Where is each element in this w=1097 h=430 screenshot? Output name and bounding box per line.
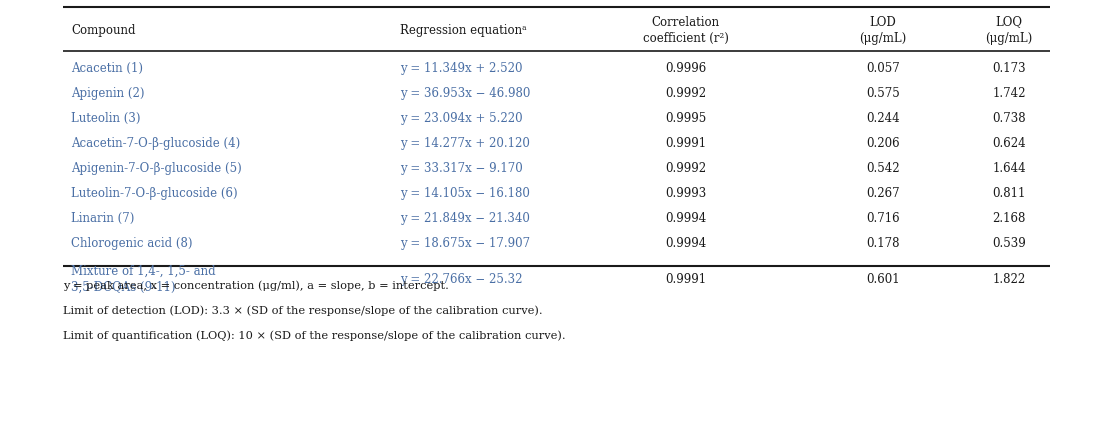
Text: Limit of detection (LOD): 3.3 × (SD of the response/slope of the calibration cur: Limit of detection (LOD): 3.3 × (SD of t…: [63, 304, 543, 315]
Text: Apigenin (2): Apigenin (2): [71, 87, 145, 100]
Text: y = peak area, x = concentration (μg/ml), a = slope, b = intercept.: y = peak area, x = concentration (μg/ml)…: [63, 280, 449, 290]
Text: Luteolin (3): Luteolin (3): [71, 112, 140, 125]
Text: y = 11.349x + 2.520: y = 11.349x + 2.520: [400, 62, 523, 75]
Text: 0.173: 0.173: [993, 62, 1026, 75]
Text: Correlation
coefficient (r²): Correlation coefficient (r²): [643, 15, 728, 44]
Text: y = 21.849x − 21.340: y = 21.849x − 21.340: [400, 212, 530, 224]
Text: 0.9991: 0.9991: [665, 137, 706, 150]
Text: LOQ
(μg/mL): LOQ (μg/mL): [985, 15, 1033, 44]
Text: 0.738: 0.738: [993, 112, 1026, 125]
Text: 0.9991: 0.9991: [665, 272, 706, 286]
Text: 1.742: 1.742: [993, 87, 1026, 100]
Text: 0.601: 0.601: [867, 272, 900, 286]
Text: 2.168: 2.168: [993, 212, 1026, 224]
Text: Chlorogenic acid (8): Chlorogenic acid (8): [71, 237, 193, 249]
Text: 1.822: 1.822: [993, 272, 1026, 286]
Text: 0.9996: 0.9996: [665, 62, 706, 75]
Text: Compound: Compound: [71, 24, 136, 37]
Text: 0.057: 0.057: [867, 62, 900, 75]
Text: Luteolin-7-O-β-glucoside (6): Luteolin-7-O-β-glucoside (6): [71, 187, 238, 200]
Text: 0.624: 0.624: [993, 137, 1026, 150]
Text: 0.9995: 0.9995: [665, 112, 706, 125]
Text: y = 36.953x − 46.980: y = 36.953x − 46.980: [400, 87, 531, 100]
Text: 0.9992: 0.9992: [665, 87, 706, 100]
Text: 0.811: 0.811: [993, 187, 1026, 200]
Text: y = 14.277x + 20.120: y = 14.277x + 20.120: [400, 137, 530, 150]
Text: Limit of quantification (LOQ): 10 × (SD of the response/slope of the calibration: Limit of quantification (LOQ): 10 × (SD …: [63, 329, 566, 340]
Text: Apigenin-7-O-β-glucoside (5): Apigenin-7-O-β-glucoside (5): [71, 162, 242, 175]
Text: 0.542: 0.542: [867, 162, 900, 175]
Text: y = 23.094x + 5.220: y = 23.094x + 5.220: [400, 112, 523, 125]
Text: 0.9994: 0.9994: [665, 237, 706, 249]
Text: y = 33.317x − 9.170: y = 33.317x − 9.170: [400, 162, 523, 175]
Text: 0.9994: 0.9994: [665, 212, 706, 224]
Text: Mixture of 1,4-, 1,5- and
3,5-DCQAs (9-11): Mixture of 1,4-, 1,5- and 3,5-DCQAs (9-1…: [71, 264, 216, 293]
Text: 0.267: 0.267: [867, 187, 900, 200]
Text: 0.539: 0.539: [993, 237, 1026, 249]
Text: 1.644: 1.644: [993, 162, 1026, 175]
Text: Linarin (7): Linarin (7): [71, 212, 135, 224]
Text: 0.244: 0.244: [867, 112, 900, 125]
Text: Acacetin-7-O-β-glucoside (4): Acacetin-7-O-β-glucoside (4): [71, 137, 240, 150]
Text: 0.9993: 0.9993: [665, 187, 706, 200]
Text: 0.9992: 0.9992: [665, 162, 706, 175]
Text: 0.206: 0.206: [867, 137, 900, 150]
Text: LOD
(μg/mL): LOD (μg/mL): [859, 15, 907, 44]
Text: 0.575: 0.575: [867, 87, 900, 100]
Text: y = 14.105x − 16.180: y = 14.105x − 16.180: [400, 187, 530, 200]
Text: Regression equationᵃ: Regression equationᵃ: [400, 24, 527, 37]
Text: 0.716: 0.716: [867, 212, 900, 224]
Text: 0.178: 0.178: [867, 237, 900, 249]
Text: Acacetin (1): Acacetin (1): [71, 62, 144, 75]
Text: y = 22.766x − 25.32: y = 22.766x − 25.32: [400, 272, 523, 286]
Text: y = 18.675x − 17.907: y = 18.675x − 17.907: [400, 237, 531, 249]
